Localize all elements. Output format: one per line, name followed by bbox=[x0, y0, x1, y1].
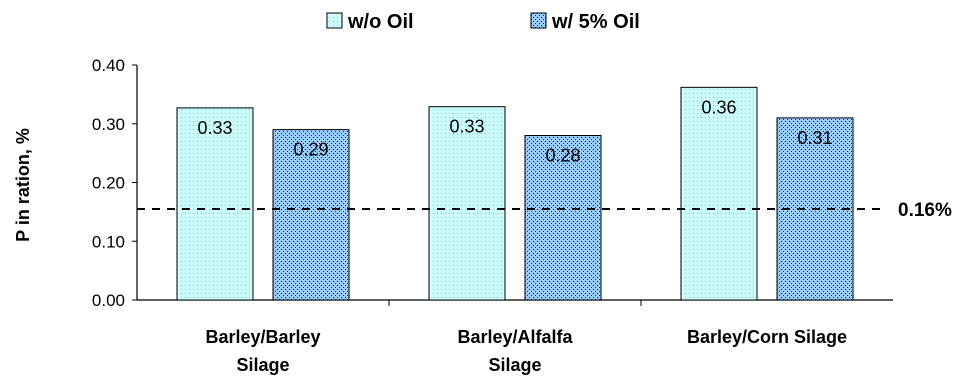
y-tick-label-0: 0.00 bbox=[92, 291, 125, 310]
y-axis-title: P in ration, % bbox=[13, 128, 33, 242]
category-label-0: Barley/Barley Silage bbox=[205, 327, 320, 375]
bar-1-series-0 bbox=[428, 106, 506, 301]
category-label-0-line-1: Silage bbox=[236, 355, 289, 375]
y-tick-label-4: 0.40 bbox=[92, 56, 125, 75]
bar-2-series-0 bbox=[680, 86, 758, 301]
category-label-2-line-0: Barley/Corn Silage bbox=[687, 327, 847, 347]
legend-swatch-series-0 bbox=[326, 12, 343, 29]
category-label-1-line-0: Barley/Alfalfa bbox=[457, 327, 573, 347]
y-tick-label-2: 0.20 bbox=[92, 174, 125, 193]
data-label-0-series-0: 0.33 bbox=[197, 118, 232, 138]
legend: w/o Oil w/ 5% Oil bbox=[326, 11, 640, 33]
data-label-2-series-0: 0.36 bbox=[701, 97, 736, 117]
y-tick-label-1: 0.10 bbox=[92, 232, 125, 251]
plot-area: 0.00 0.10 0.20 0.30 0.40 0.33 0.29 Barley/Barle… bbox=[92, 56, 952, 375]
category-label-0-line-0: Barley/Barley bbox=[205, 327, 320, 347]
data-label-1-series-0: 0.33 bbox=[449, 117, 484, 137]
data-label-0-series-1: 0.29 bbox=[293, 140, 328, 160]
bar-0-series-0 bbox=[176, 107, 254, 301]
category-label-1: Barley/Alfalfa Silage bbox=[457, 327, 573, 375]
data-label-1-series-1: 0.28 bbox=[545, 146, 580, 166]
reference-line-label: 0.16% bbox=[898, 200, 952, 221]
legend-label-series-1: w/ 5% Oil bbox=[551, 11, 640, 33]
y-tick-label-3: 0.30 bbox=[92, 115, 125, 134]
category-label-2: Barley/Corn Silage bbox=[687, 327, 847, 347]
bar-0-series-1 bbox=[272, 129, 350, 301]
category-label-1-line-1: Silage bbox=[488, 355, 541, 375]
data-label-2-series-1: 0.31 bbox=[797, 128, 832, 148]
legend-swatch-series-1 bbox=[530, 12, 547, 29]
bar-1-series-1 bbox=[524, 135, 602, 301]
legend-label-series-0: w/o Oil bbox=[347, 11, 414, 33]
